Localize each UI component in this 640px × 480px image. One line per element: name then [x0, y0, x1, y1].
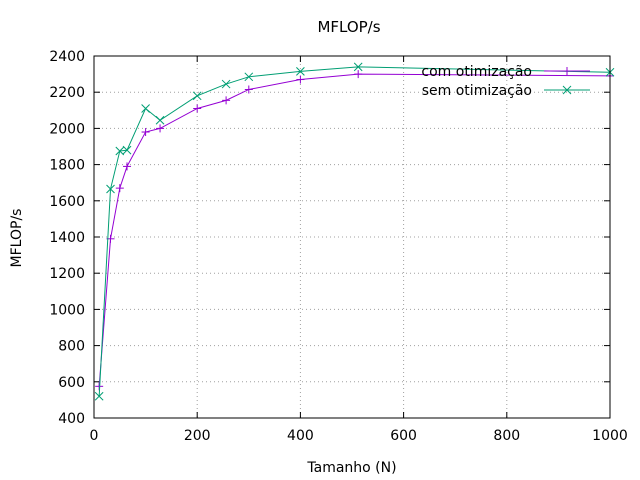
y-tick-label: 1400	[49, 230, 85, 246]
legend: com otimização sem otimização	[421, 64, 590, 99]
data-point	[296, 75, 305, 84]
x-tick-label: 200	[184, 428, 211, 444]
y-tick-label: 600	[58, 375, 85, 391]
data-point	[354, 70, 363, 79]
legend-label: com otimização	[421, 64, 532, 80]
x-tick-label: 0	[90, 428, 99, 444]
data-point	[141, 128, 150, 137]
data-point	[115, 146, 125, 156]
data-point	[221, 79, 231, 89]
y-tick-label: 800	[58, 339, 85, 355]
y-tick-label: 2000	[49, 121, 85, 137]
grid	[94, 56, 610, 418]
series-group	[94, 62, 615, 401]
legend-marker	[562, 85, 572, 95]
x-axis-label: Tamanho (N)	[306, 460, 396, 476]
data-point	[123, 162, 132, 171]
data-point	[141, 104, 150, 113]
axis-ticks: 0 200 400 600 800 1000 400 600 800 1000 1200 1400 16…	[49, 49, 627, 444]
y-axis-label: MFLOP/s	[9, 209, 25, 268]
y-tick-label: 2200	[49, 85, 85, 101]
data-point	[222, 96, 231, 105]
data-point	[115, 184, 124, 193]
data-point	[244, 72, 254, 82]
data-point	[156, 124, 165, 133]
data-point	[122, 145, 132, 155]
y-tick-label: 1800	[49, 158, 85, 174]
data-point	[193, 104, 202, 113]
legend-label: sem otimização	[422, 83, 532, 99]
plot-frame	[93, 55, 611, 419]
y-tick-label: 400	[58, 411, 85, 427]
data-point	[192, 91, 202, 101]
x-tick-label: 1000	[592, 428, 628, 444]
data-point	[296, 67, 305, 76]
y-tick-label: 1000	[49, 302, 85, 318]
data-point	[155, 115, 165, 125]
x-tick-label: 600	[390, 428, 417, 444]
series-line-1	[98, 73, 611, 387]
data-point	[106, 184, 115, 194]
series-line-2	[98, 66, 611, 397]
data-point	[353, 62, 363, 72]
y-tick-label: 2400	[49, 49, 85, 65]
x-tick-label: 800	[493, 428, 520, 444]
chart-title: MFLOP/s	[317, 18, 380, 36]
y-tick-label: 1600	[49, 194, 85, 210]
data-point	[244, 85, 253, 94]
legend-marker	[563, 67, 571, 75]
x-tick-label: 400	[287, 428, 314, 444]
y-tick-label: 1200	[49, 266, 85, 282]
data-point	[94, 391, 104, 401]
